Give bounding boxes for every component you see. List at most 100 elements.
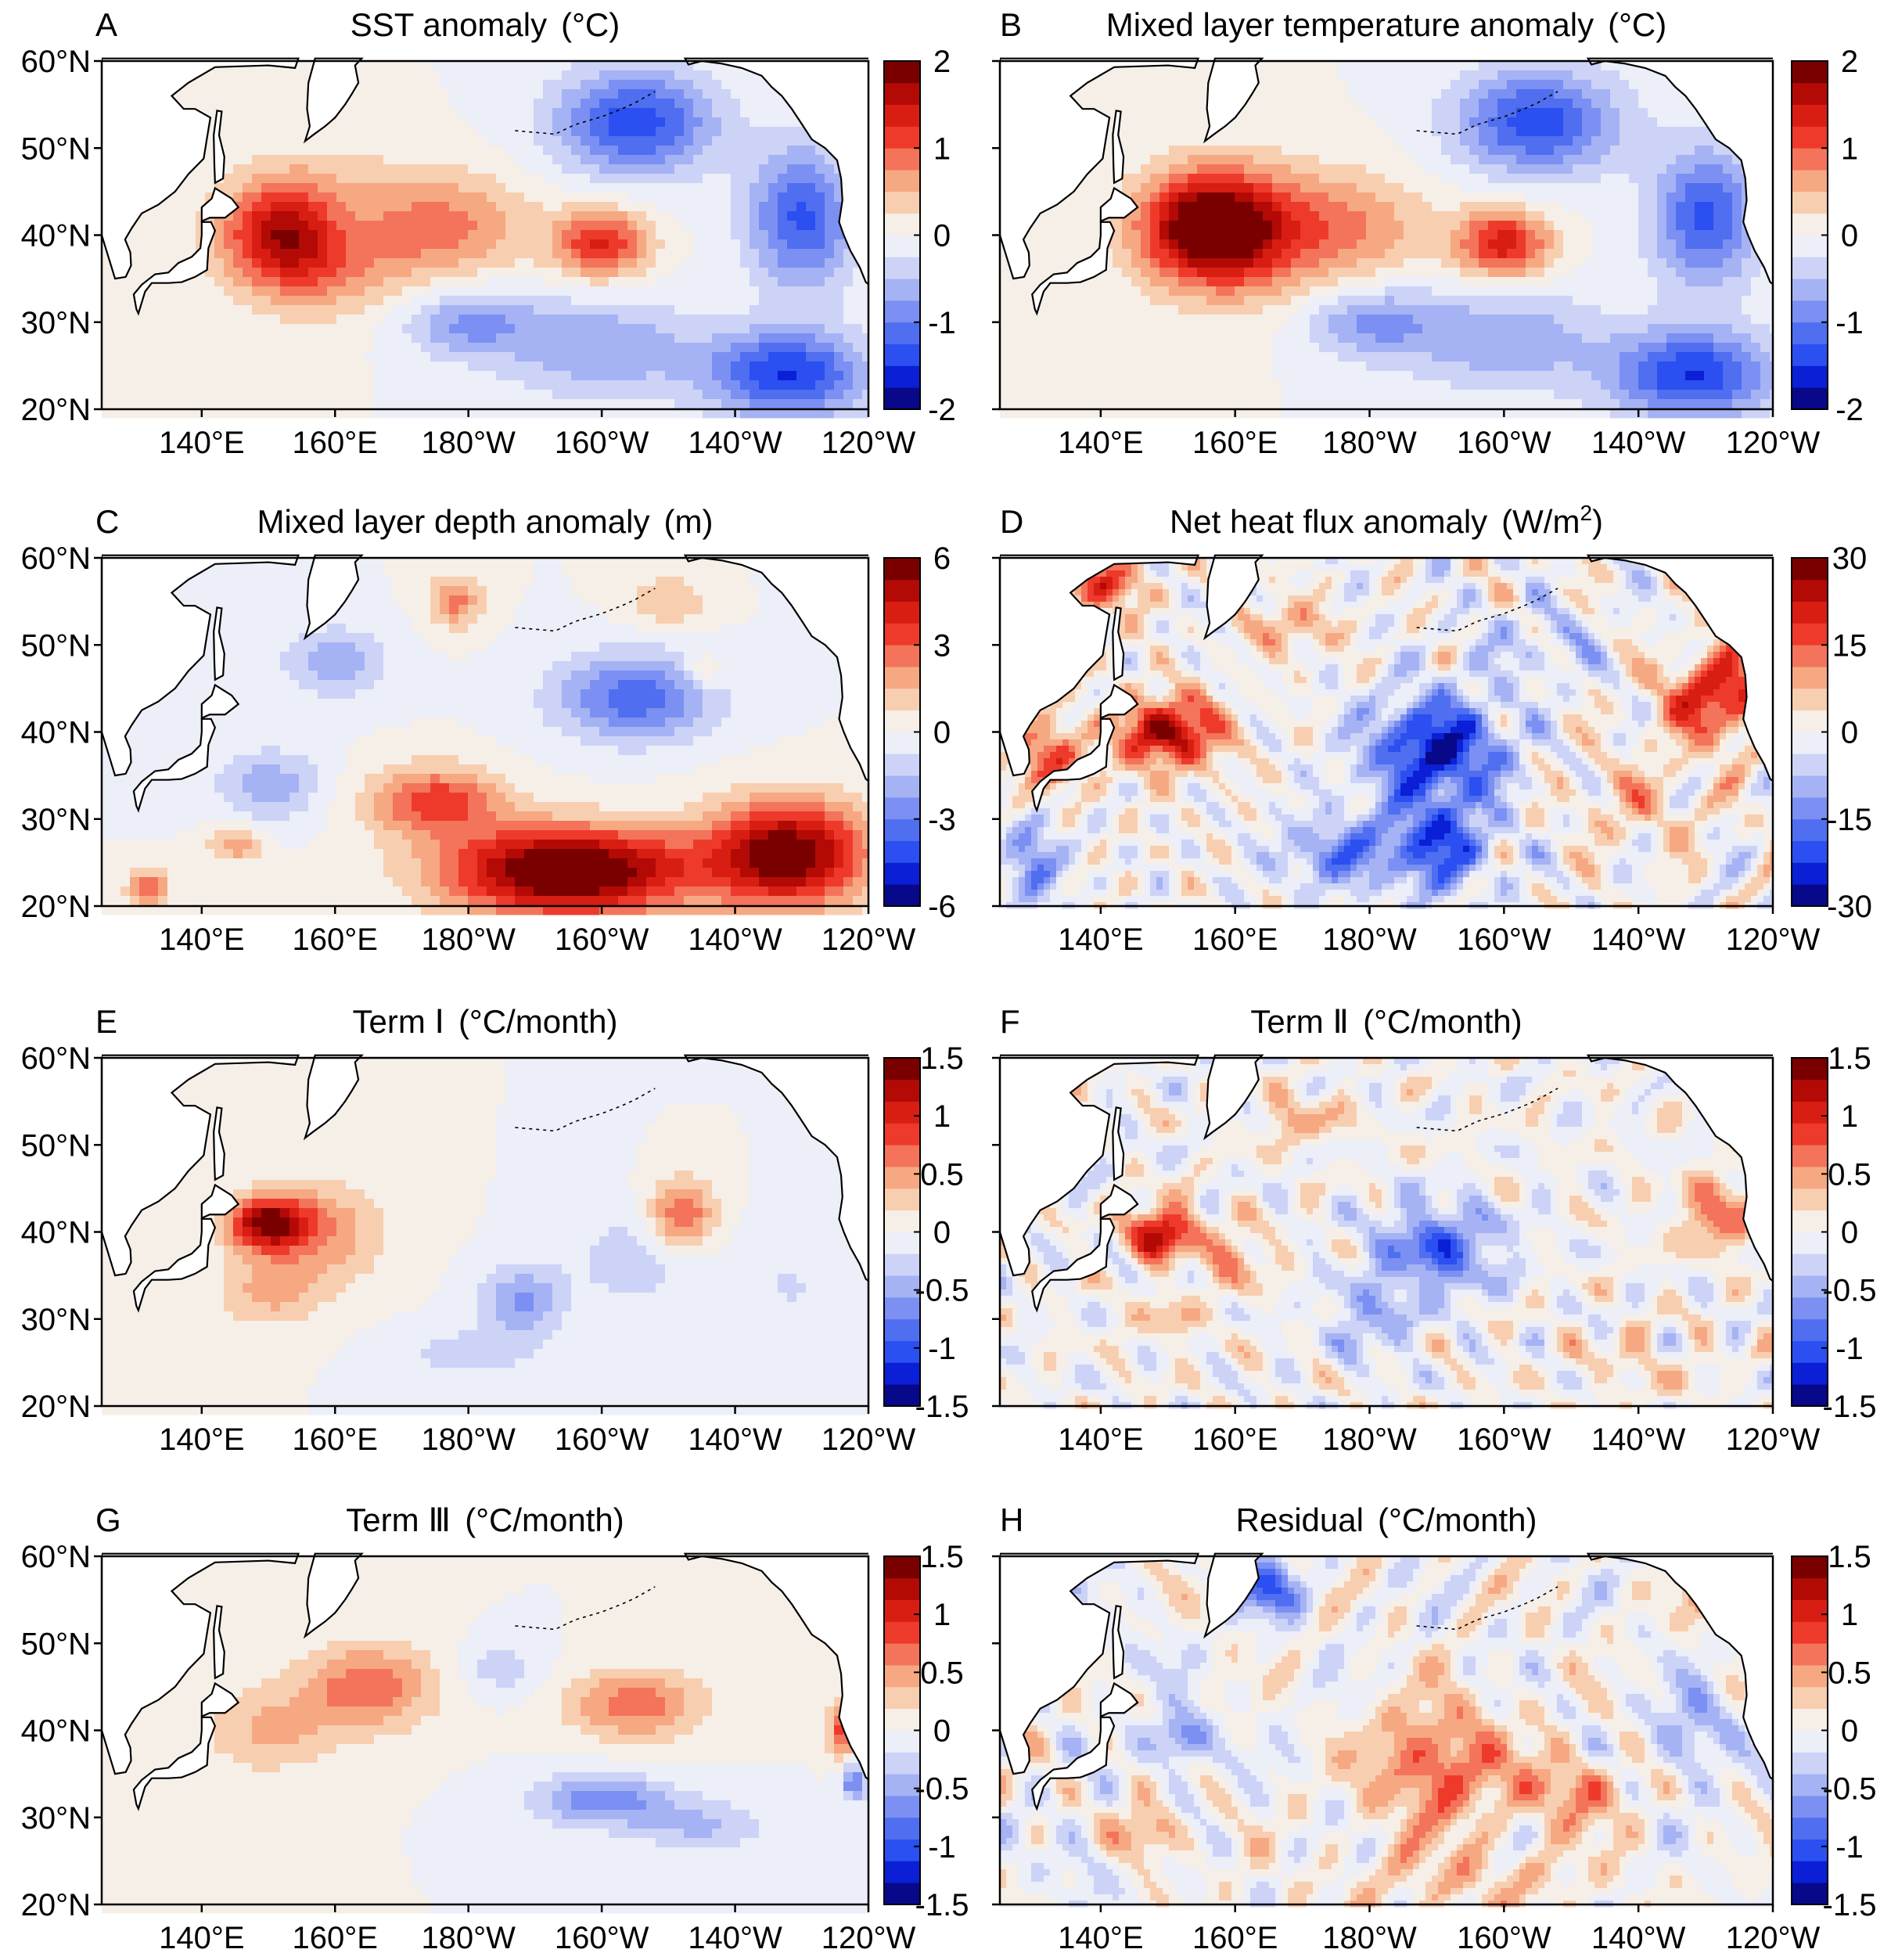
colorbar-swatch bbox=[1792, 214, 1828, 236]
lat-tick-label: 30°N bbox=[21, 1801, 91, 1836]
colorbar-swatch bbox=[884, 148, 920, 170]
lon-tick-label: 160°E bbox=[293, 922, 378, 957]
colorbar-tick-label: 0.5 bbox=[1828, 1656, 1871, 1690]
colorbar-swatch bbox=[884, 365, 920, 387]
panel-letter: C bbox=[95, 503, 119, 540]
colorbar-swatch bbox=[884, 170, 920, 192]
colorbar-swatch bbox=[884, 1861, 920, 1883]
panel-title: Term Ⅰ(°C/month) bbox=[353, 1003, 618, 1040]
colorbar-swatch bbox=[884, 884, 920, 906]
colorbar-swatch bbox=[1792, 279, 1828, 300]
colorbar-swatch bbox=[1792, 689, 1828, 710]
colorbar-tick-label: 0.5 bbox=[1828, 1157, 1871, 1192]
colorbar-swatch bbox=[1792, 775, 1828, 797]
panel-letter: H bbox=[1000, 1501, 1023, 1538]
colorbar-tick-label: 6 bbox=[933, 541, 951, 576]
lat-tick-label: 40°N bbox=[21, 1216, 91, 1250]
lat-tick-label: 20°N bbox=[21, 393, 91, 427]
colorbar-swatch bbox=[1792, 1210, 1828, 1232]
colorbar-tick-label: -15 bbox=[1827, 803, 1872, 837]
colorbar-swatch bbox=[884, 862, 920, 884]
colorbar-swatch bbox=[1792, 387, 1828, 409]
panel-title: Term Ⅲ(°C/month) bbox=[346, 1501, 624, 1538]
colorbar-tick-label: 0 bbox=[933, 716, 951, 750]
colorbar-swatch bbox=[884, 1621, 920, 1643]
lon-tick-label: 140°E bbox=[159, 1921, 244, 1955]
lat-tick-label: 60°N bbox=[21, 1540, 91, 1574]
colorbar-tick-label: 1 bbox=[933, 1099, 951, 1134]
colorbar-tick-label: 0 bbox=[1841, 1216, 1858, 1250]
colorbar-swatch bbox=[1792, 1578, 1828, 1600]
lon-tick-label: 140°W bbox=[688, 426, 782, 460]
lon-tick-label: 160°E bbox=[293, 426, 378, 460]
colorbar-tick-label: 0 bbox=[933, 1216, 951, 1250]
colorbar-swatch bbox=[1792, 1189, 1828, 1210]
lon-tick-label: 140°E bbox=[159, 426, 244, 460]
colorbar-tick-label: 2 bbox=[1841, 45, 1858, 79]
lat-tick-label: 60°N bbox=[21, 541, 91, 576]
colorbar-tick-label: -2 bbox=[1835, 393, 1864, 427]
panel-title-unit: (W/m bbox=[1501, 503, 1580, 540]
lon-tick-label: 140°W bbox=[1591, 922, 1686, 957]
lon-tick-label: 140°W bbox=[1591, 426, 1686, 460]
panel-title-main: Net heat flux anomaly bbox=[1170, 503, 1487, 540]
colorbar-swatch bbox=[884, 1080, 920, 1102]
lat-tick-label: 30°N bbox=[21, 1303, 91, 1337]
lon-tick-label: 180°W bbox=[1322, 1422, 1417, 1457]
colorbar-tick-label: 1 bbox=[1841, 1598, 1858, 1632]
lon-tick-label: 160°W bbox=[1457, 922, 1551, 957]
colorbar-swatch bbox=[884, 1210, 920, 1232]
lon-tick-label: 120°W bbox=[1726, 426, 1821, 460]
lon-tick-label: 160°E bbox=[293, 1921, 378, 1955]
colorbar-tick-label: 3 bbox=[933, 628, 951, 663]
lon-tick-label: 160°W bbox=[1457, 1921, 1551, 1955]
colorbar-tick-label: 0 bbox=[1841, 219, 1858, 254]
colorbar-swatch bbox=[884, 1840, 920, 1861]
lon-tick-label: 120°W bbox=[821, 1921, 916, 1955]
colorbar-tick-label: -0.5 bbox=[915, 1274, 969, 1308]
colorbar-swatch bbox=[1792, 365, 1828, 387]
panel-title: SST anomaly(°C) bbox=[351, 6, 620, 43]
colorbar-swatch bbox=[1792, 322, 1828, 344]
panels-layer: 140°E 160°E 180°W 160°W 140°W 120°W 60°N 50°N 40… bbox=[21, 6, 1877, 1955]
colorbar-swatch bbox=[884, 322, 920, 344]
colorbar-swatch bbox=[884, 1600, 920, 1622]
lon-tick-label: 180°W bbox=[1322, 1921, 1417, 1955]
colorbar-tick-label: -1.5 bbox=[915, 1888, 969, 1922]
colorbar-swatch bbox=[1792, 1818, 1828, 1840]
panel-title-superscript: 2 bbox=[1580, 501, 1592, 525]
colorbar-tick-label: -1.5 bbox=[915, 1390, 969, 1424]
colorbar-swatch bbox=[884, 126, 920, 148]
colorbar-swatch bbox=[884, 1341, 920, 1363]
panel-title: Residual(°C/month) bbox=[1236, 1501, 1537, 1538]
lat-tick-label: 20°N bbox=[21, 1888, 91, 1922]
colorbar-swatch bbox=[1792, 645, 1828, 667]
panel-title-unit: (°C/month) bbox=[465, 1501, 624, 1538]
lon-tick-label: 140°W bbox=[1591, 1422, 1686, 1457]
lon-tick-label: 180°W bbox=[1322, 426, 1417, 460]
colorbar-tick-label: 1.5 bbox=[920, 1540, 964, 1574]
colorbar-swatch bbox=[884, 1058, 920, 1080]
colorbar-swatch bbox=[884, 257, 920, 279]
colorbar-swatch bbox=[1792, 61, 1828, 83]
lat-tick-label: 30°N bbox=[21, 306, 91, 340]
panel-c-colorbar: 630-3-6 bbox=[884, 541, 956, 924]
lon-tick-label: 120°W bbox=[821, 426, 916, 460]
panel-title-unit: (°C) bbox=[1608, 6, 1666, 43]
colorbar-swatch bbox=[1792, 580, 1828, 602]
colorbar-swatch bbox=[884, 1643, 920, 1665]
colorbar-tick-label: 2 bbox=[933, 45, 951, 79]
colorbar-swatch bbox=[1792, 1643, 1828, 1665]
panel-b-colorbar: 210-1-2 bbox=[1792, 45, 1864, 427]
colorbar-swatch bbox=[884, 1145, 920, 1167]
colorbar-swatch bbox=[884, 344, 920, 366]
colorbar-swatch bbox=[1792, 819, 1828, 841]
lat-tick-label: 50°N bbox=[21, 628, 91, 663]
colorbar-swatch bbox=[1792, 1102, 1828, 1124]
colorbar-swatch bbox=[1792, 753, 1828, 775]
